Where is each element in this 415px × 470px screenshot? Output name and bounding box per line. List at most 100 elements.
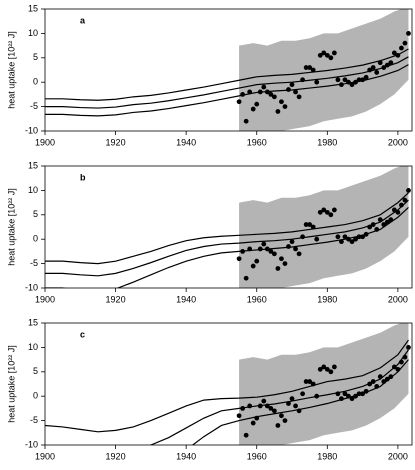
observation-point [300,234,306,240]
x-tick-label: 1900 [35,294,55,304]
y-axis-label: heat uptake [10²² J] [6,345,16,423]
observation-point [271,94,277,100]
observation-point [339,396,344,402]
x-tick-label: 1940 [176,137,196,147]
observation-point [339,239,344,245]
observation-point [342,234,348,240]
panel: -10 -5 0 5 10 15 1900 1920 1940 1960 1980 2000 c heat… [6,317,413,461]
observation-point [314,393,320,399]
observation-point [363,231,369,237]
observation-point [314,79,320,85]
observation-point [328,212,334,218]
y-tick-label: 10 [28,28,38,38]
observation-point [289,82,295,88]
observation-point [370,222,376,227]
observation-point [356,391,362,397]
y-axis-label: heat uptake [10²² J] [6,31,16,109]
observation-point [353,236,358,242]
y-tick-label: -10 [25,125,38,135]
x-tick-label: 1920 [106,137,126,147]
plot-area [45,9,411,131]
observation-point [370,65,376,70]
observation-point [377,374,383,380]
observation-point [300,391,306,397]
observation-point [293,403,298,409]
observation-point [384,376,390,382]
observation-point [268,92,274,97]
y-tick-label: -5 [30,415,38,425]
observation-point [261,84,267,90]
observation-point [240,406,246,411]
panel-label: b [80,172,86,182]
observation-point [402,197,408,203]
observation-point [356,234,362,240]
observation-point [367,224,373,230]
observation-point [353,79,358,85]
observation-point [349,239,355,245]
observation-point [264,246,270,252]
observation-point [317,366,323,372]
observation-point [384,62,390,68]
model-line [149,349,409,445]
y-tick-label: 15 [28,160,38,170]
observation-point [395,209,401,215]
y-tick-label: 10 [28,342,38,352]
observation-point [307,65,313,70]
observation-point [367,67,373,73]
observation-point [247,403,253,409]
y-tick-label: -10 [25,439,38,449]
observation-point [296,251,302,257]
model-line [45,48,409,101]
observation-point [257,89,263,95]
observation-point [324,52,330,58]
observation-point [310,224,316,230]
observation-point [247,89,253,95]
observation-point [381,65,387,70]
observation-point [303,65,309,70]
plot-frame [44,165,413,289]
x-tick-label: 1960 [247,451,267,461]
observation-point [254,258,260,264]
observation-point [331,364,337,370]
observation-point [381,222,387,227]
x-tick-label: 1900 [35,451,55,461]
observation-point [240,92,246,97]
observation-point [406,31,411,36]
observation-point [307,379,313,384]
observation-point [360,391,365,397]
plot-area [45,323,411,445]
x-tick-label: 2000 [388,294,408,304]
x-tick-label: 2000 [388,137,408,147]
observation-point [324,209,330,215]
observation-point [279,413,284,419]
observation-point [391,364,397,370]
observation-point [335,234,341,240]
x-tick-label: 1960 [247,137,267,147]
observation-point [264,89,270,95]
observation-point [254,101,260,107]
y-tick-label: 5 [33,209,38,219]
observation-point [391,207,397,213]
y-tick-label: 0 [33,77,38,87]
observation-point [236,256,242,262]
observation-point [257,246,263,252]
x-tick-label: 1900 [35,137,55,147]
model-line [45,339,409,433]
observation-point [335,391,341,397]
x-tick-label: 1940 [176,294,196,304]
observation-point [261,241,267,247]
observation-point [349,82,355,88]
y-tick-label: 5 [33,366,38,376]
observation-point [307,222,313,227]
observation-point [268,406,274,411]
observation-point [346,79,351,85]
observation-point [289,396,295,402]
y-tick-label: 10 [28,185,38,195]
observation-point [402,354,408,360]
observation-point [296,408,302,414]
observation-point [310,67,316,73]
observation-point [247,246,253,252]
observation-point [324,366,330,372]
observation-point [331,207,337,213]
observation-point [391,50,397,56]
